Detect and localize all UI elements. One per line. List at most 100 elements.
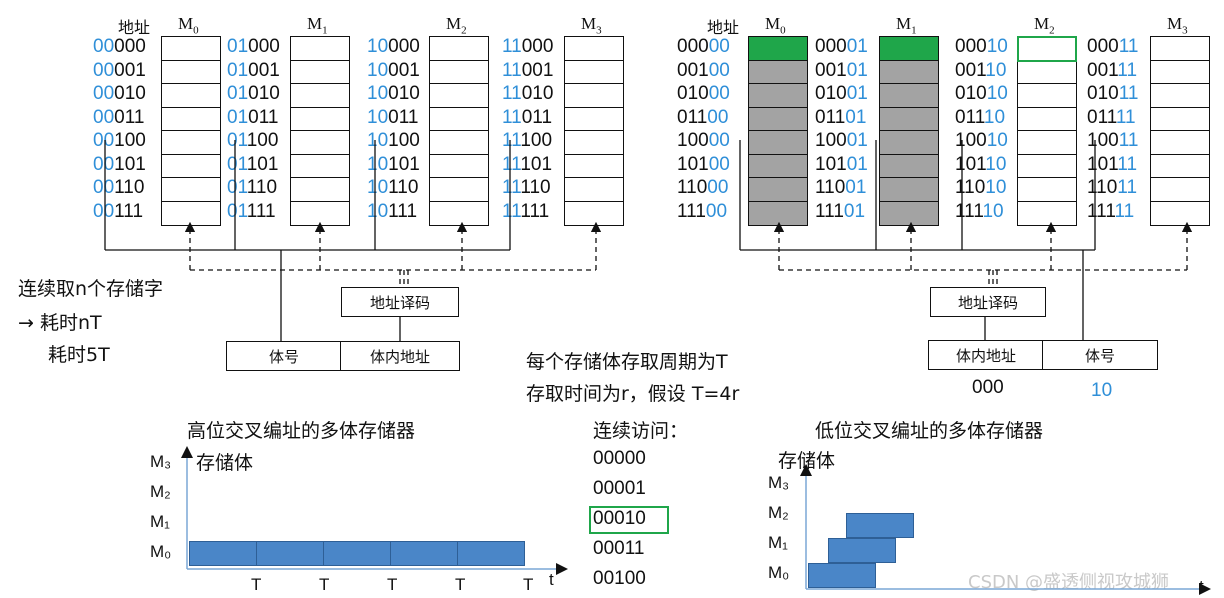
bank-label-m0: M0 [178, 14, 199, 37]
chart-high-xtick: T [523, 575, 534, 594]
address-row: 00100 [677, 59, 730, 81]
period-line-2: 存取时间为r，假设 T=4r [526, 383, 740, 405]
address-row: 11010 [502, 83, 554, 104]
chart-high-xtick: T [455, 575, 466, 594]
memory-cell [162, 108, 220, 131]
right-bank-value: 10 [1091, 380, 1113, 401]
chart-high-title: 高位交叉编址的多体存储器 [187, 420, 416, 442]
chart-high-bar [323, 541, 391, 566]
address-row: 11101 [502, 153, 553, 175]
address-row: 01001 [227, 59, 280, 81]
memory-cell [565, 61, 623, 84]
memory-cell [291, 61, 349, 84]
memory-cell [880, 37, 938, 61]
memory-bank-m2 [429, 36, 489, 226]
memory-cell [749, 107, 807, 131]
memory-cell [1018, 61, 1076, 84]
memory-cell [1151, 178, 1209, 202]
memory-cell [162, 84, 220, 108]
memory-cell [565, 37, 623, 61]
bank-label-m0: M0 [765, 14, 786, 37]
memory-cell [749, 60, 807, 84]
address-row: 11110 [502, 177, 551, 198]
address-row: 11111 [502, 200, 550, 222]
address-row: 01000 [227, 36, 280, 57]
left-field-inner-address: 体内地址 [340, 341, 460, 371]
right-inner-value: 000 [972, 377, 1004, 398]
memory-cell [430, 37, 488, 61]
bank-label-m1: M1 [896, 14, 917, 37]
sequence-item: 00100 [593, 568, 646, 589]
memory-cell [565, 131, 623, 155]
address-row: 11000 [502, 36, 554, 57]
memory-cell [1151, 37, 1209, 61]
address-row: 01011 [227, 106, 279, 128]
memory-bank-m3 [1150, 36, 1210, 226]
address-row: 01110 [955, 106, 1006, 128]
memory-cell [430, 131, 488, 155]
chart-high-ytick: M₀ [150, 542, 172, 561]
address-row: 10101 [367, 153, 420, 175]
memory-bank-m0 [161, 36, 221, 226]
address-row: 10001 [815, 130, 868, 151]
address-row: 11101 [815, 200, 866, 222]
memory-cell [162, 37, 220, 61]
address-row: 00101 [815, 59, 868, 81]
memory-cell [749, 154, 807, 178]
address-row: 01011 [1087, 83, 1139, 104]
chart-low-ytick: M₃ [768, 473, 790, 492]
memory-cell [749, 84, 807, 108]
memory-cell [162, 131, 220, 155]
memory-cell [1018, 178, 1076, 202]
memory-cell [291, 37, 349, 61]
address-row: 00011 [93, 106, 145, 128]
memory-cell [430, 155, 488, 178]
memory-cell [880, 60, 938, 84]
address-row: 10100 [367, 130, 420, 151]
memory-cell [1151, 108, 1209, 131]
memory-cell [565, 84, 623, 108]
memory-cell [291, 178, 349, 202]
memory-bank-m1 [290, 36, 350, 226]
chart-high-ytick: M₁ [150, 512, 170, 531]
memory-cell [430, 61, 488, 84]
memory-cell [162, 61, 220, 84]
chart-high-xtick: T [387, 575, 398, 594]
sequence-title: 连续访问： [593, 420, 689, 442]
address-row: 11111 [1087, 200, 1135, 222]
chart-low-bar [828, 538, 896, 563]
address-row: 11100 [677, 200, 728, 222]
address-row: 11011 [502, 106, 553, 128]
address-row: 01010 [227, 83, 280, 104]
address-row: 01110 [227, 177, 278, 198]
address-row: 00111 [93, 200, 144, 222]
memory-cell [291, 155, 349, 178]
address-row: 10000 [367, 36, 420, 57]
address-row: 10101 [815, 153, 868, 175]
bank-label-m2: M2 [446, 14, 467, 37]
address-row: 10010 [955, 130, 1008, 151]
right-addr-header: 地址 [707, 18, 740, 37]
memory-cell [291, 84, 349, 108]
bank-label-m1: M1 [307, 14, 328, 37]
chart-high-bar [189, 541, 257, 566]
memory-cell [1018, 84, 1076, 108]
memory-cell [162, 155, 220, 178]
memory-cell [880, 131, 938, 155]
chart-low-bar [808, 563, 876, 588]
bank-label-m3: M3 [581, 14, 602, 37]
address-row: 00001 [815, 36, 868, 57]
memory-cell [430, 178, 488, 202]
address-row: 11000 [677, 177, 729, 198]
address-row: 00100 [93, 130, 146, 151]
memory-bank-m2 [1017, 36, 1077, 226]
chart-low-ytick: M₁ [768, 533, 788, 552]
chart-low-bar [846, 513, 914, 538]
sequence-highlight-box [589, 506, 669, 534]
right-field-bank-number: 体号 [1042, 340, 1158, 370]
address-row: 01010 [955, 83, 1008, 104]
chart-high-xtick: T [251, 575, 262, 594]
memory-cell [162, 178, 220, 202]
address-row: 00101 [93, 153, 146, 175]
memory-cell [565, 155, 623, 178]
